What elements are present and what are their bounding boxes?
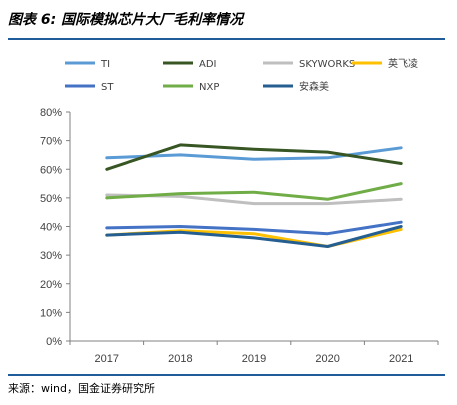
legend-label: NXP bbox=[199, 82, 219, 93]
source-rule bbox=[8, 374, 445, 376]
series-line-NXP bbox=[105, 182, 403, 201]
x-tick-label: 2021 bbox=[389, 353, 413, 365]
x-tick-label: 2017 bbox=[95, 353, 119, 365]
series-line-安森美 bbox=[105, 225, 403, 248]
y-tick-label: 0% bbox=[46, 336, 62, 348]
y-tick-label: 40% bbox=[40, 222, 62, 234]
legend-label: TI bbox=[100, 59, 110, 70]
y-tick-label: 20% bbox=[40, 279, 62, 291]
chart-title: 图表 6: 国际模拟芯片大厂毛利率情况 bbox=[8, 12, 244, 28]
legend-label: ST bbox=[101, 82, 114, 93]
legend-label: ADI bbox=[199, 59, 217, 70]
series-line-ST bbox=[105, 220, 403, 236]
x-tick-label: 2019 bbox=[242, 353, 266, 365]
title-rule bbox=[8, 38, 445, 40]
y-tick-label: 10% bbox=[40, 307, 62, 319]
y-tick-label: 30% bbox=[40, 250, 62, 262]
series-line-ADI bbox=[105, 143, 403, 171]
x-tick-label: 2018 bbox=[168, 353, 192, 365]
legend-label: SKYWORKS bbox=[299, 59, 355, 70]
y-tick-label: 50% bbox=[40, 193, 62, 205]
legend-label: 英飞凌 bbox=[388, 57, 418, 70]
x-tick-label: 2020 bbox=[315, 353, 339, 365]
source-note: 来源：wind，国金证券研究所 bbox=[8, 382, 156, 395]
y-tick-label: 70% bbox=[40, 136, 62, 148]
y-tick-label: 60% bbox=[40, 164, 62, 176]
legend-label: 安森美 bbox=[299, 80, 329, 93]
y-tick-label: 80% bbox=[40, 107, 62, 119]
